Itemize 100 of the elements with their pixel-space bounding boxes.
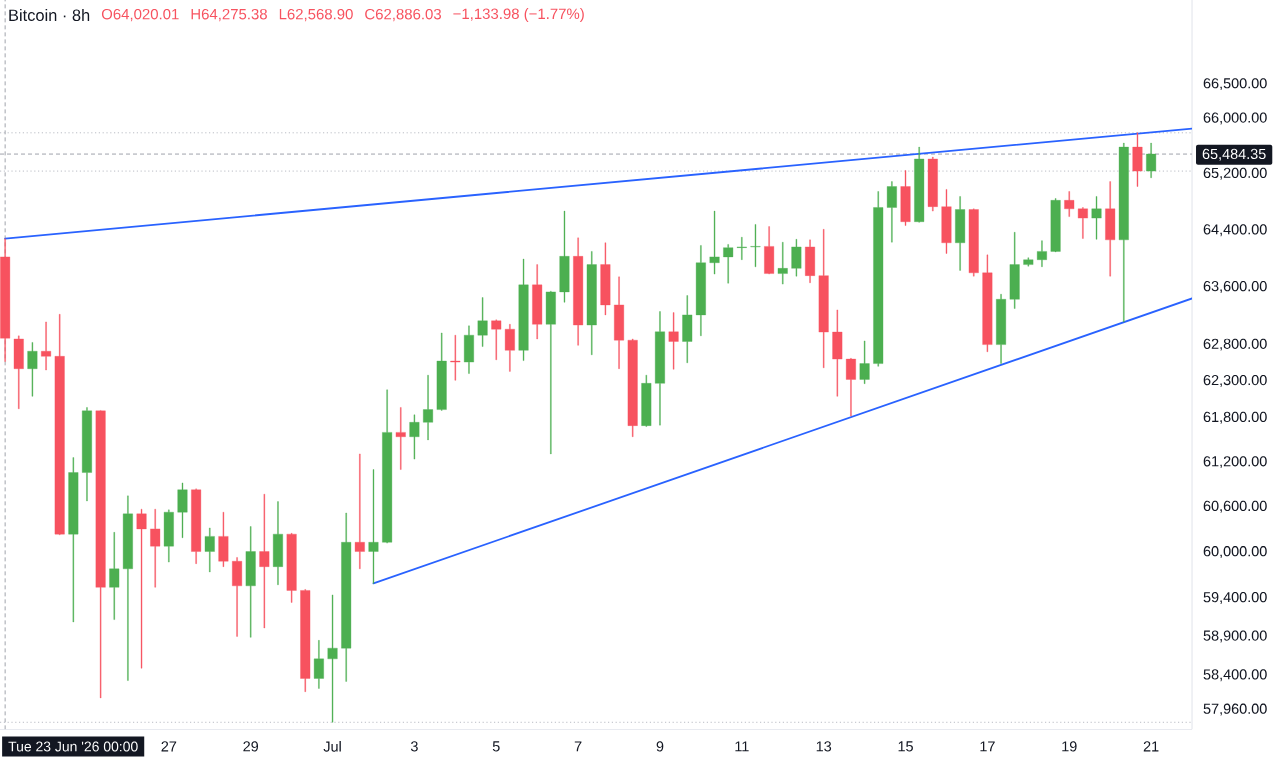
candlestick xyxy=(873,191,884,367)
y-tick-label: 60,000.00 xyxy=(1203,546,1267,559)
y-tick-label: 63,600.00 xyxy=(1203,281,1267,294)
candlestick xyxy=(491,319,502,361)
candlestick xyxy=(641,374,652,427)
candlestick xyxy=(1023,257,1034,267)
candlestick xyxy=(545,290,556,455)
candlestick xyxy=(1146,142,1157,178)
y-tick-label: 60,600.00 xyxy=(1203,500,1267,513)
candlestick xyxy=(600,242,611,316)
ref-line-label: Tue 23 Jun '26 00:00 xyxy=(8,741,138,752)
candlestick xyxy=(27,342,38,397)
annotation: H64,275.38 xyxy=(191,8,267,22)
candlestick xyxy=(150,508,161,588)
candlestick xyxy=(859,340,870,384)
candlestick xyxy=(204,527,215,573)
candlestick xyxy=(54,314,65,536)
annotation: −1,133.98 (−1.77%) xyxy=(453,8,584,23)
candlestick xyxy=(627,338,638,437)
candlestick xyxy=(791,239,802,277)
candlestick xyxy=(996,294,1006,364)
annotation: L62,568.90 xyxy=(279,8,353,22)
candlestick xyxy=(777,242,788,285)
ref-line-label: 65,484.35 xyxy=(1202,148,1266,161)
x-tick-label: 15 xyxy=(898,741,913,752)
candlestick xyxy=(750,224,761,267)
y-tick-label: 66,000.00 xyxy=(1203,112,1267,125)
x-tick-label: 27 xyxy=(161,741,177,752)
annotation: O64,020.01 xyxy=(101,8,179,22)
candlestick xyxy=(163,509,174,563)
candlestick xyxy=(273,501,283,586)
candlestick xyxy=(955,196,966,271)
candlestick xyxy=(382,389,393,544)
candlestick xyxy=(409,414,420,460)
x-tick-label: 7 xyxy=(574,741,582,752)
candlestick xyxy=(736,237,747,260)
candlestick xyxy=(477,297,488,347)
candlestick xyxy=(914,146,925,223)
y-tick-label: 61,200.00 xyxy=(1203,456,1267,469)
candlestick xyxy=(573,237,584,346)
candlestick xyxy=(805,239,815,283)
candlestick xyxy=(68,457,79,623)
candlestick xyxy=(1132,132,1143,187)
candlestick xyxy=(395,407,406,470)
candlestick xyxy=(982,254,993,352)
candlestick xyxy=(655,311,665,426)
candlestick xyxy=(259,493,270,629)
candlestick xyxy=(82,407,92,502)
x-tick-label: 29 xyxy=(243,741,259,752)
x-tick-label: 3 xyxy=(410,741,418,752)
candlestick xyxy=(1077,207,1088,239)
y-tick-label: 66,500.00 xyxy=(1203,78,1267,91)
candlestick xyxy=(423,374,433,441)
y-tick-label: 62,800.00 xyxy=(1203,338,1267,351)
candlestick xyxy=(695,245,706,337)
candlestick xyxy=(668,312,679,370)
candlestick xyxy=(232,557,243,637)
candlestick xyxy=(1091,196,1102,240)
candlestick xyxy=(109,532,120,620)
x-tick-label: 11 xyxy=(735,741,749,752)
candlestick xyxy=(586,251,597,356)
y-tick-label: 61,800.00 xyxy=(1203,411,1267,424)
y-tick-label: 59,400.00 xyxy=(1203,592,1267,604)
candlestick xyxy=(327,594,338,723)
x-tick-label: 19 xyxy=(1062,741,1077,752)
candlestick xyxy=(518,258,529,361)
candlestick xyxy=(559,210,570,303)
candlestick xyxy=(286,533,297,603)
y-tick-label: 65,200.00 xyxy=(1203,167,1267,180)
candlestick xyxy=(177,482,188,538)
candlestick xyxy=(764,226,775,275)
candlestick xyxy=(341,512,352,682)
candlestick xyxy=(436,332,447,411)
y-tick-label: 58,900.00 xyxy=(1203,630,1267,643)
candlestick xyxy=(1064,191,1075,217)
candlestick xyxy=(532,264,543,340)
x-tick-label: 21 xyxy=(1143,741,1159,752)
candlestick xyxy=(122,495,133,681)
candlestick xyxy=(1105,181,1116,277)
candlestick xyxy=(682,295,693,363)
chart-title: Bitcoin · 8h xyxy=(9,9,90,22)
candlestick xyxy=(464,325,474,374)
candlestick xyxy=(41,321,52,371)
x-tick-label: Jul xyxy=(323,741,341,752)
candlestick xyxy=(1118,142,1129,323)
candlestick xyxy=(927,156,938,212)
candlestick xyxy=(191,488,202,564)
candlestick xyxy=(846,358,856,417)
candlestick xyxy=(300,589,311,692)
candlestick xyxy=(614,276,624,369)
candlestick xyxy=(941,189,952,254)
candlestick xyxy=(0,238,11,362)
y-tick-label: 62,300.00 xyxy=(1203,374,1267,387)
candlestick xyxy=(832,309,843,397)
candlestick xyxy=(886,181,897,243)
candlestick xyxy=(95,410,106,699)
annotation: C62,886.03 xyxy=(365,8,441,22)
x-tick-label: 5 xyxy=(492,741,500,752)
y-tick-label: 57,960.00 xyxy=(1203,703,1267,716)
x-tick-label: 13 xyxy=(816,741,832,752)
